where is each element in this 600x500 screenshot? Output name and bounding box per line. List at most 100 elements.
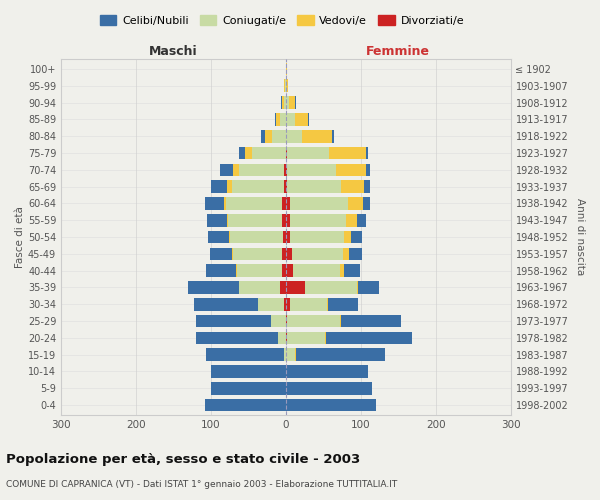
Bar (305, 281, 357, 293)
Bar (286, 348, 295, 361)
Y-axis label: Anni di nascita: Anni di nascita (575, 198, 585, 276)
Bar (308, 113, 309, 126)
Bar (194, 298, 258, 310)
Bar (348, 197, 363, 209)
Bar (230, 230, 283, 243)
Text: Maschi: Maschi (149, 45, 198, 58)
Bar (325, 332, 326, 344)
Bar (357, 281, 358, 293)
Bar (292, 248, 343, 260)
Bar (349, 248, 362, 260)
Bar (229, 230, 230, 243)
Bar (358, 281, 379, 293)
Bar (205, 197, 224, 209)
Bar (293, 264, 340, 277)
Bar (282, 248, 286, 260)
Bar (286, 214, 290, 226)
Bar (341, 180, 364, 193)
Bar (196, 314, 271, 328)
Bar (363, 197, 370, 209)
Bar (329, 146, 366, 160)
Bar (228, 214, 282, 226)
Bar (285, 80, 286, 92)
Bar (207, 214, 227, 226)
Bar (282, 214, 286, 226)
Bar (340, 314, 341, 328)
Bar (287, 180, 341, 193)
Bar (286, 62, 287, 76)
Bar (239, 281, 280, 293)
Bar (284, 348, 286, 361)
Bar (287, 146, 329, 160)
Bar (233, 164, 239, 176)
Bar (296, 348, 385, 361)
Bar (286, 332, 287, 344)
Bar (188, 281, 239, 293)
Bar (236, 264, 237, 277)
Bar (290, 230, 344, 243)
Bar (286, 298, 290, 310)
Bar (281, 96, 282, 109)
Bar (286, 281, 305, 293)
Bar (265, 130, 272, 142)
Bar (341, 314, 401, 328)
Bar (286, 230, 290, 243)
Bar (211, 382, 286, 394)
Bar (227, 214, 228, 226)
Bar (284, 80, 285, 92)
Bar (351, 230, 362, 243)
Bar (327, 298, 328, 310)
Bar (280, 281, 286, 293)
Bar (284, 180, 286, 193)
Bar (224, 197, 226, 209)
Bar (344, 264, 360, 277)
Bar (282, 264, 286, 277)
Bar (282, 197, 286, 209)
Bar (290, 298, 327, 310)
Bar (272, 130, 286, 142)
Bar (252, 146, 286, 160)
Bar (286, 180, 287, 193)
Bar (284, 164, 286, 176)
Bar (233, 248, 282, 260)
Bar (286, 382, 372, 394)
Bar (346, 214, 357, 226)
Bar (258, 298, 284, 310)
Bar (366, 146, 368, 160)
Bar (287, 314, 340, 328)
Bar (332, 130, 334, 142)
Bar (328, 298, 358, 310)
Bar (210, 248, 232, 260)
Bar (280, 113, 286, 126)
Bar (232, 180, 284, 193)
Y-axis label: Fasce di età: Fasce di età (15, 206, 25, 268)
Bar (239, 164, 284, 176)
Text: Femmine: Femmine (366, 45, 430, 58)
Bar (364, 180, 370, 193)
Bar (287, 164, 336, 176)
Bar (295, 96, 296, 109)
Bar (237, 264, 282, 277)
Bar (286, 197, 290, 209)
Bar (206, 348, 284, 361)
Legend: Celibi/Nubili, Coniugati/e, Vedovi/e, Divorziati/e: Celibi/Nubili, Coniugati/e, Vedovi/e, Di… (95, 10, 469, 30)
Bar (286, 146, 287, 160)
Bar (286, 80, 288, 92)
Bar (286, 96, 289, 109)
Bar (286, 130, 302, 142)
Bar (211, 365, 286, 378)
Bar (261, 130, 265, 142)
Bar (245, 146, 252, 160)
Bar (286, 264, 293, 277)
Bar (343, 248, 349, 260)
Bar (286, 399, 376, 411)
Bar (286, 113, 295, 126)
Text: COMUNE DI CAPRANICA (VT) - Dati ISTAT 1° gennaio 2003 - Elaborazione TUTTITALIA.: COMUNE DI CAPRANICA (VT) - Dati ISTAT 1°… (6, 480, 397, 489)
Bar (366, 164, 370, 176)
Bar (295, 113, 308, 126)
Bar (276, 113, 280, 126)
Bar (220, 164, 233, 176)
Bar (211, 180, 227, 193)
Bar (196, 332, 278, 344)
Bar (289, 96, 295, 109)
